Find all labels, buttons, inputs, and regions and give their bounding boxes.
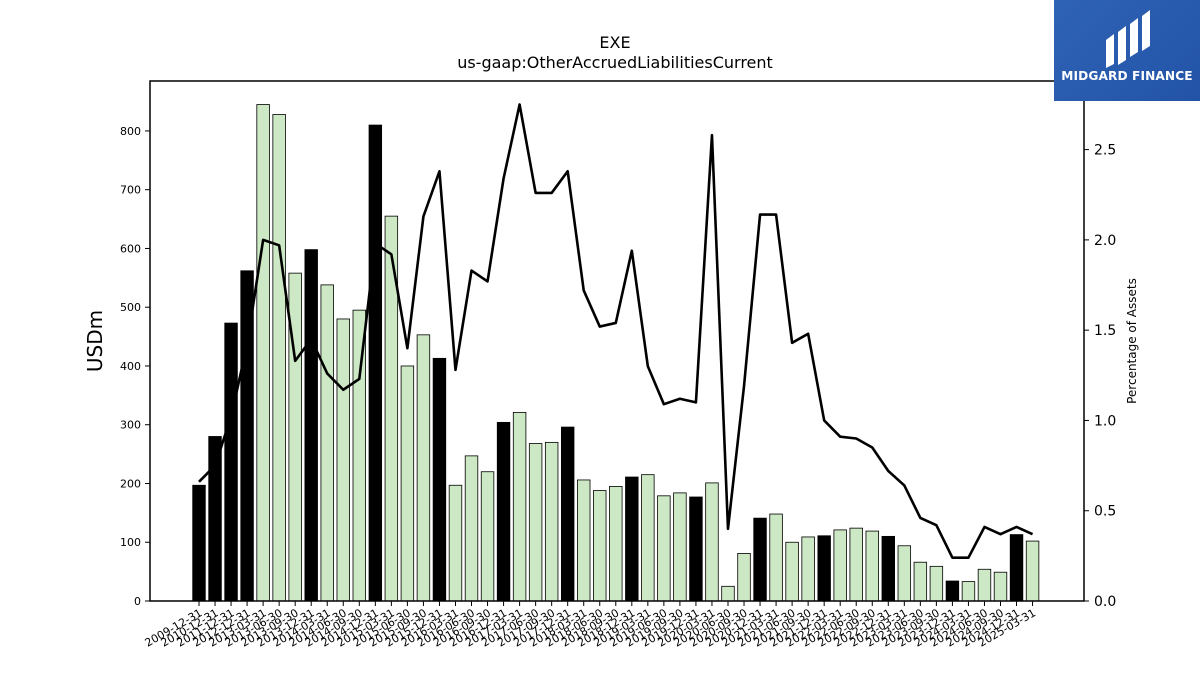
bar — [689, 496, 703, 602]
bar — [352, 309, 367, 602]
bar — [416, 334, 431, 602]
y-tick-label: 700 — [120, 184, 141, 197]
bar — [769, 513, 783, 602]
y-tick-label: 300 — [120, 419, 141, 432]
bar — [641, 474, 655, 602]
bar — [528, 443, 543, 602]
bar — [785, 541, 799, 602]
y-tick-label: 400 — [120, 360, 141, 373]
y-tick-label: 500 — [120, 301, 141, 314]
bar — [208, 436, 222, 602]
bar — [913, 561, 928, 602]
y2-tick-label: 2.0 — [1094, 233, 1116, 249]
bar — [673, 492, 687, 602]
bar — [849, 527, 863, 602]
bar — [448, 484, 463, 602]
bar — [705, 482, 719, 602]
y2-tick-label: 1.5 — [1094, 323, 1116, 339]
chart-subtitle: us-gaap:OtherAccruedLiabilitiesCurrent — [457, 53, 773, 72]
bar — [464, 455, 479, 602]
midgard-logo-icon — [1106, 10, 1150, 68]
bar — [929, 565, 944, 602]
brand-logo: MIDGARD FINANCE — [1054, 0, 1200, 101]
bar — [593, 490, 607, 602]
y2-axis: 0.0 0.5 1.0 1.5 2.0 2.5 — [1084, 143, 1116, 610]
y-axis: 0 100 200 300 400 500 600 700 800 — [120, 125, 150, 608]
y2-tick-label: 2.5 — [1094, 143, 1116, 159]
bar — [496, 421, 511, 602]
bar — [224, 322, 238, 602]
bar — [256, 104, 270, 602]
bar — [881, 535, 895, 602]
bar — [721, 585, 735, 602]
bar — [544, 441, 559, 602]
bar — [480, 471, 495, 602]
bar — [801, 536, 815, 602]
bar — [577, 479, 591, 602]
bar — [272, 114, 286, 602]
bar — [368, 124, 383, 602]
y-axis-label: USDm — [83, 310, 107, 372]
bar — [977, 568, 992, 602]
y-tick-label: 0 — [134, 595, 141, 608]
bar — [192, 484, 206, 602]
bar — [609, 486, 623, 602]
chart-title: EXE — [599, 33, 630, 52]
bar — [657, 495, 671, 602]
bar — [993, 571, 1008, 602]
y-tick-label: 200 — [120, 477, 141, 490]
bar — [560, 426, 575, 602]
bar-series — [192, 104, 1040, 602]
bar — [400, 365, 415, 602]
plot-frame — [149, 80, 1085, 602]
y-tick-label: 100 — [120, 536, 141, 549]
bar — [625, 476, 639, 602]
bar — [1009, 534, 1024, 602]
bar — [737, 553, 751, 602]
bar — [897, 545, 912, 602]
y2-tick-label: 0.5 — [1094, 504, 1116, 520]
bar — [753, 517, 767, 602]
y2-axis-label: Percentage of Assets — [1125, 278, 1139, 404]
y-tick-label: 600 — [120, 242, 141, 255]
bar — [432, 357, 447, 602]
bar — [865, 530, 879, 602]
y2-tick-label: 0.0 — [1094, 594, 1116, 610]
bar — [817, 535, 831, 602]
bar — [945, 580, 960, 602]
bar — [833, 529, 847, 602]
line-path — [198, 103, 1034, 559]
x-axis: 2009-12-312010-12-312011-12-312012-12-31… — [143, 601, 1038, 650]
bar — [336, 318, 350, 602]
y-tick-label: 800 — [120, 125, 141, 138]
bar — [320, 284, 334, 602]
brand-name: MIDGARD FINANCE — [1061, 69, 1193, 83]
bar — [304, 249, 318, 602]
y2-tick-label: 1.0 — [1094, 413, 1116, 429]
bar — [961, 581, 976, 602]
line-series — [198, 103, 1034, 559]
bar — [1025, 540, 1040, 602]
bar — [512, 411, 527, 602]
